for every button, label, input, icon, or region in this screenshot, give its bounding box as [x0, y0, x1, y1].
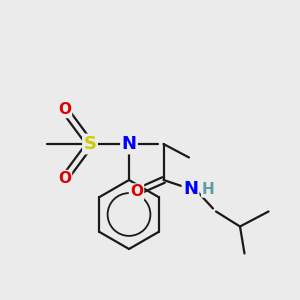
Text: S: S	[83, 135, 97, 153]
Text: N: N	[183, 180, 198, 198]
Text: O: O	[58, 171, 71, 186]
Text: O: O	[130, 184, 143, 200]
Text: O: O	[58, 102, 71, 117]
Text: N: N	[122, 135, 136, 153]
Text: H: H	[202, 182, 215, 196]
